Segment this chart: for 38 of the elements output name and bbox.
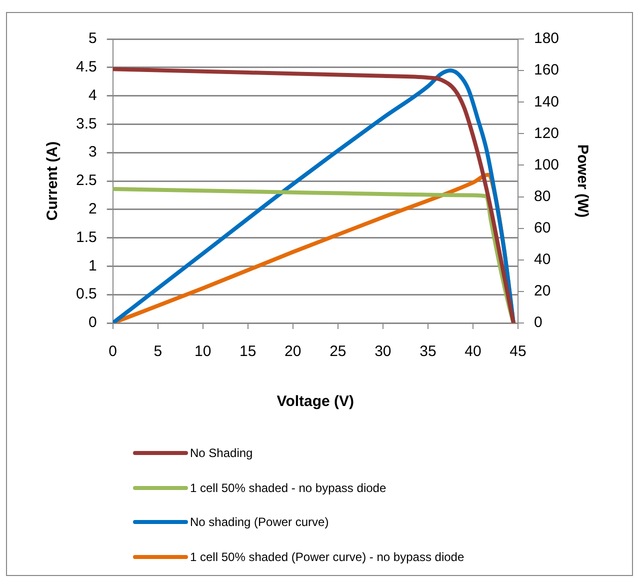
y2-tick-label: 20 [534,282,551,300]
y2-axis-title: Power (W) [574,144,591,218]
x-tick-label: 25 [330,343,346,360]
x-tick-label: 40 [464,343,482,360]
y-tick-label: 4.5 [76,58,97,76]
legend-label: No shading (Power curve) [190,515,329,530]
y-tick-label: 3.5 [76,115,97,132]
x-tick-label: 35 [420,343,436,360]
legend-label: No Shading [190,446,253,460]
x-tick-label: 0 [108,343,118,360]
y2-tick-label: 160 [534,62,560,79]
x-tick-label: 5 [154,343,162,360]
x-tick-label: 15 [240,343,256,360]
y-tick-label: 0.5 [76,286,97,303]
y2-tick-label: 0 [534,314,542,332]
x-tick-label: 30 [374,343,392,360]
x-tick-label: 10 [194,343,212,360]
y-tick-label: 1 [88,257,97,274]
y2-tick-label: 40 [534,251,551,268]
y2-tick-label: 120 [534,124,560,142]
x-tick-label: 45 [510,343,526,360]
legend-label: 1 cell 50% shaded (Power curve) - no bypass diode [190,550,464,564]
x-tick-label: 20 [284,343,302,360]
y-tick-label: 0 [88,314,97,332]
legend-label: 1 cell 50% shaded - no bypass diode [190,480,386,495]
y2-tick-label: 140 [534,93,560,110]
y-tick-label: 2.5 [76,172,97,190]
y2-tick-label: 180 [534,30,560,48]
y-tick-label: 5 [88,30,97,48]
y-tick-label: 4 [88,86,97,104]
y-axis-title: Current (A) [44,141,62,221]
y2-tick-label: 100 [534,156,560,174]
y-tick-label: 3 [88,144,97,161]
y-tick-label: 1.5 [76,228,97,246]
x-axis-title: Voltage (V) [276,393,354,410]
y2-tick-label: 80 [534,188,551,205]
y-tick-label: 2 [88,200,97,218]
y2-tick-label: 60 [534,219,551,236]
